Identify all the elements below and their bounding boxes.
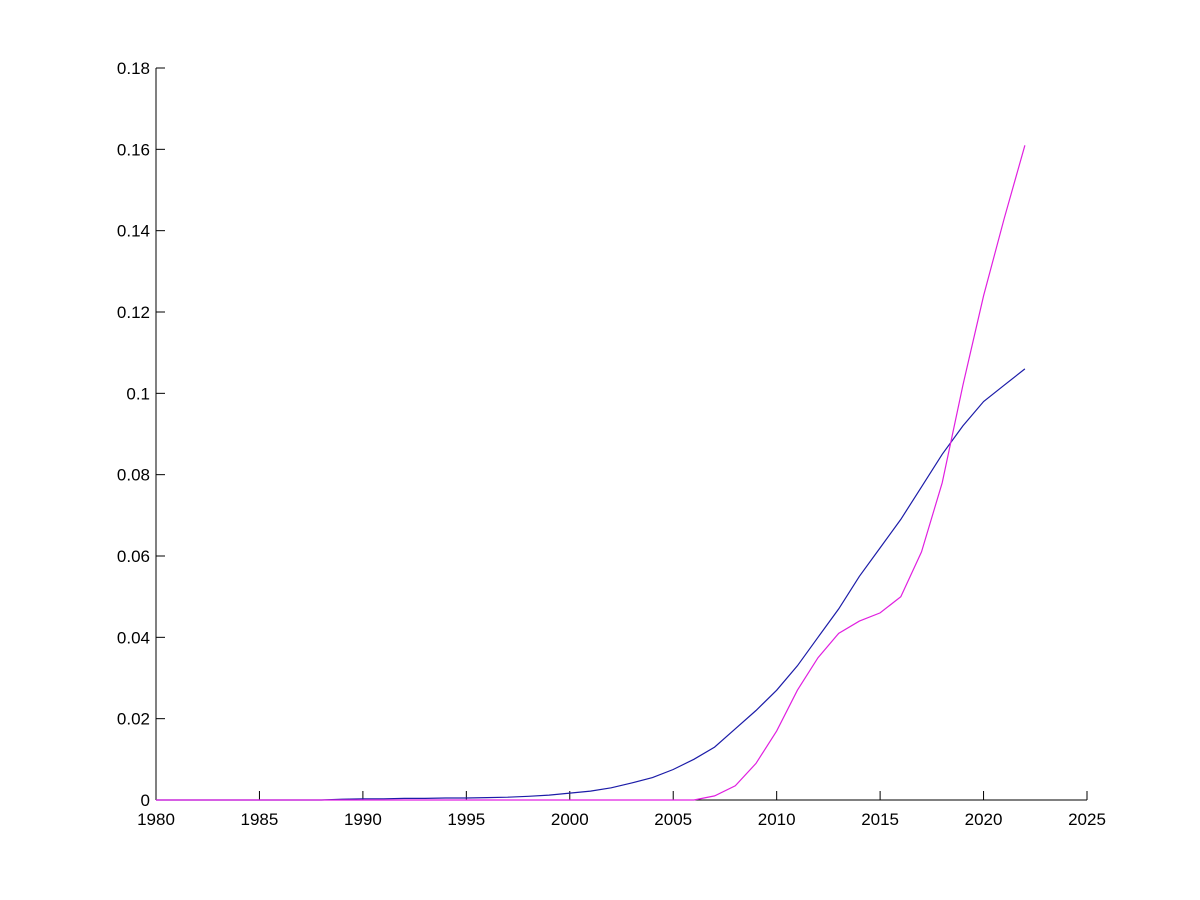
x-tick-label: 1985 [241, 810, 279, 829]
y-tick-label: 0.12 [117, 303, 150, 322]
x-tick-label: 2000 [551, 810, 589, 829]
y-tick-label: 0.06 [117, 547, 150, 566]
y-tick-label: 0.04 [117, 628, 150, 647]
y-tick-label: 0.08 [117, 466, 150, 485]
series-line-2 [156, 145, 1026, 801]
y-tick-label: 0.16 [117, 140, 150, 159]
x-tick-label: 2015 [861, 810, 899, 829]
x-tick-label: 2025 [1068, 810, 1106, 829]
x-tick-label: 1980 [137, 810, 175, 829]
y-tick-label: 0.1 [126, 384, 150, 403]
y-tick-label: 0.02 [117, 710, 150, 729]
x-tick-label: 2020 [965, 810, 1003, 829]
x-tick-label: 1990 [344, 810, 382, 829]
y-tick-label: 0 [141, 791, 150, 810]
x-tick-label: 2010 [758, 810, 796, 829]
series-line-1 [156, 368, 1026, 801]
y-tick-label: 0.14 [117, 222, 150, 241]
y-tick-label: 0.18 [117, 59, 150, 78]
x-tick-label: 1995 [447, 810, 485, 829]
x-tick-label: 2005 [654, 810, 692, 829]
series-group [156, 145, 1026, 801]
axes: 1980 1985 1990 1995 2000 2005 2010 2015 2020 2025… [117, 59, 1106, 829]
